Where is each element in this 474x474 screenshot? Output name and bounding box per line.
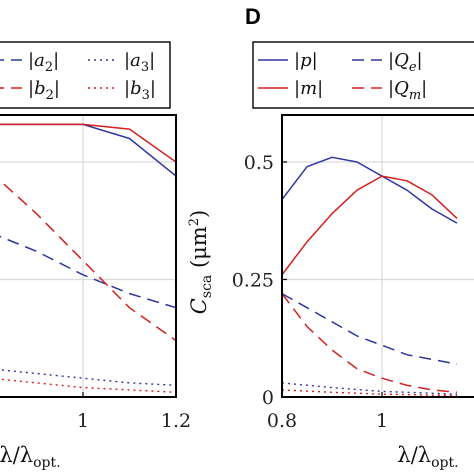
left-legend-box [0, 41, 171, 109]
series-line [282, 382, 458, 395]
series-line-m [282, 175, 458, 276]
right-grid [281, 115, 474, 398]
series-line-a2 [0, 235, 176, 309]
y-tick-label: 0.25 [232, 270, 274, 292]
series-line-Qe [282, 292, 458, 365]
left-grid [0, 115, 177, 397]
x-tick-label: 1 [77, 410, 89, 432]
left-x-ticks: 1 1.2 [77, 392, 191, 432]
right-series [282, 156, 458, 397]
right-legend: |p| |Qe| |m| |Qm| [252, 41, 474, 109]
left-plot-frame [0, 114, 177, 398]
right-plot-frame [281, 114, 474, 398]
series-line [0, 123, 176, 163]
right-panel: 0.8 100.250.5 λ/λopt. Csca (μm2) |p| |Qe||… [187, 41, 474, 471]
left-series [0, 123, 176, 393]
legend-label: |Qe| [388, 50, 423, 75]
right-legend-box [252, 41, 474, 109]
legend-label: |b2| [28, 78, 60, 103]
right-x-axis-label: λ/λopt. [397, 443, 458, 471]
panel-letter-d: D [245, 4, 261, 29]
series-line [0, 123, 176, 177]
series-line-b2 [0, 179, 176, 342]
y-tick-label: 0.5 [244, 152, 274, 174]
right-axis-ticks: 0.8 1 0 0.25 0.5 [232, 152, 388, 432]
series-line [282, 389, 458, 397]
x-tick-label: 0.8 [267, 410, 297, 432]
left-legend: |a2| |a3| |b2| |b3| [0, 41, 171, 109]
x-tick-label: 1 [376, 410, 388, 432]
series-line-b3 [0, 378, 176, 393]
series-line-p [282, 156, 458, 224]
y-tick-label: 0 [262, 387, 274, 409]
series-line-a3 [0, 369, 176, 386]
right-y-axis-label: Csca (μm2) [187, 210, 215, 314]
legend-label: |m| [294, 78, 323, 99]
legend-label: |b3| [124, 78, 156, 103]
legend-label: |a3| [124, 50, 155, 75]
legend-label: |a2| [28, 50, 59, 75]
left-panel: 1 1.2 λ/λopt. |a2| |a3||b2| |b3| [0, 41, 191, 471]
legend-label: |Qm| [388, 78, 427, 103]
series-line-Qm [282, 293, 458, 394]
x-tick-label: 1.2 [161, 410, 191, 432]
legend-label: |p| [294, 50, 318, 71]
left-x-axis-label: λ/λopt. [0, 443, 61, 471]
